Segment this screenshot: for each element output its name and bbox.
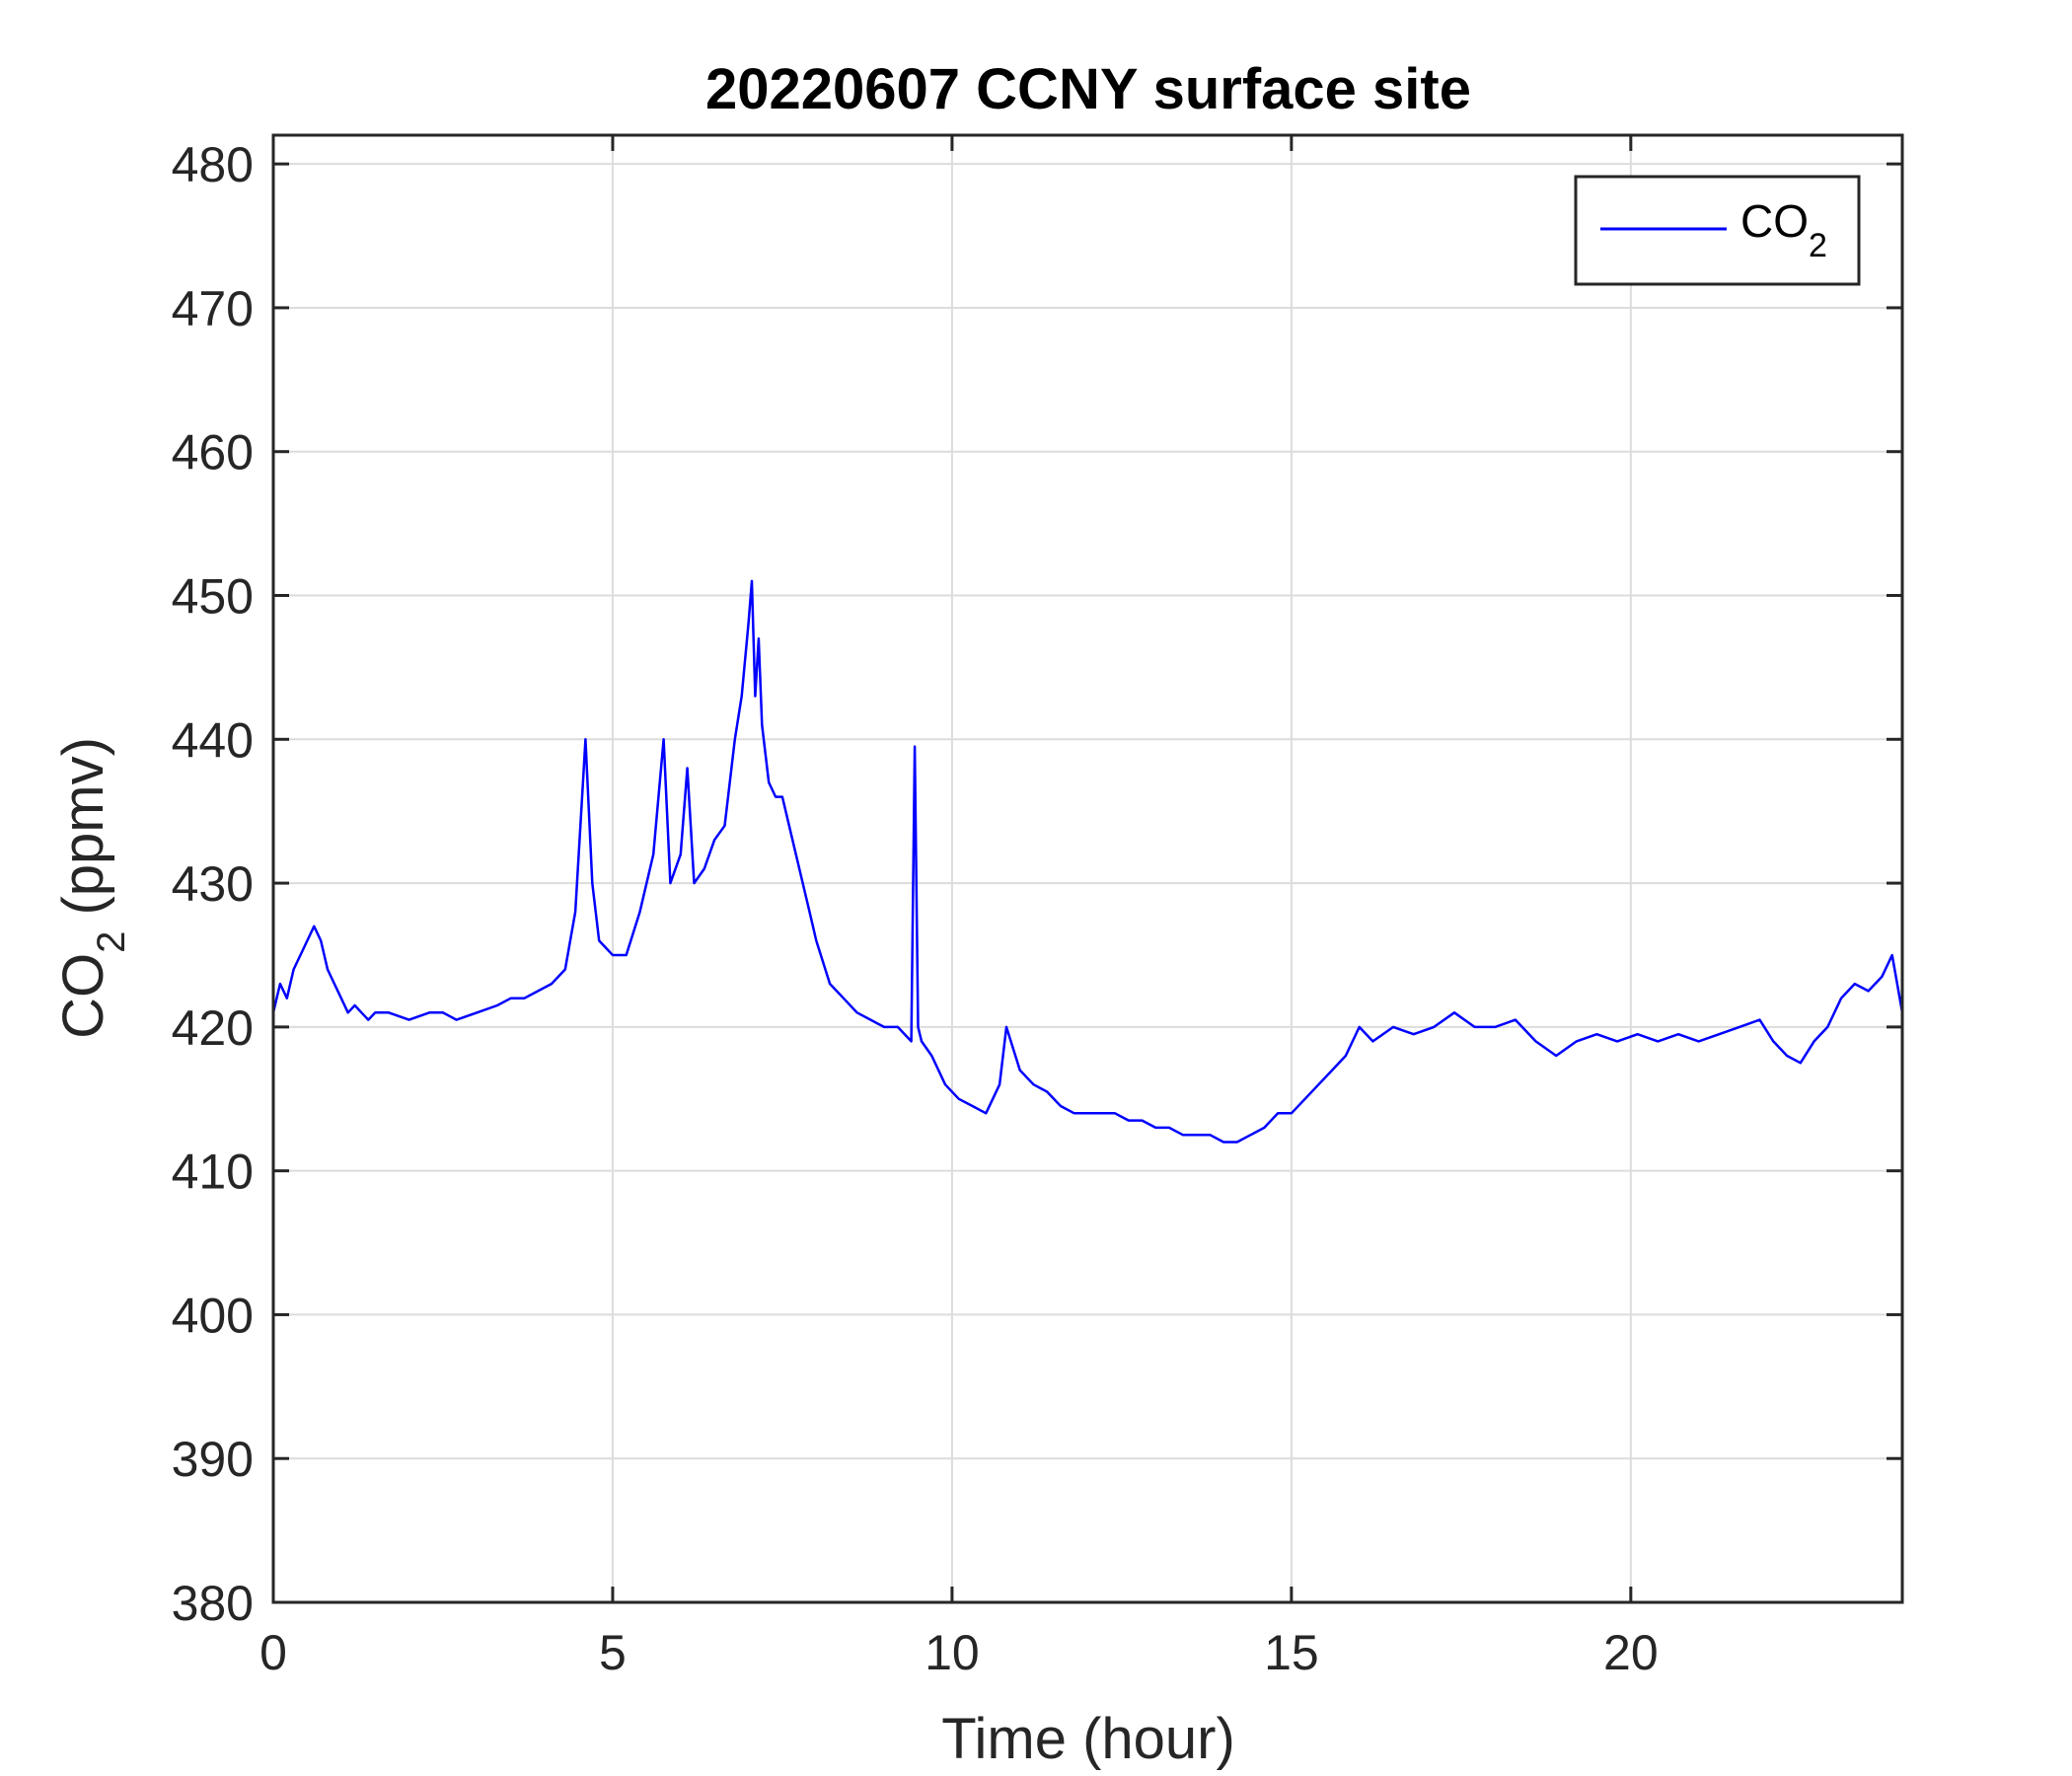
x-tick-label: 15 bbox=[1264, 1625, 1319, 1680]
y-tick-label: 380 bbox=[172, 1576, 254, 1631]
y-tick-label: 450 bbox=[172, 569, 254, 625]
legend-label-co2: CO2 bbox=[1740, 195, 1827, 264]
legend-label-main: CO bbox=[1740, 195, 1809, 247]
y-tick-label: 430 bbox=[172, 856, 254, 912]
y-tick-label: 390 bbox=[172, 1432, 254, 1487]
legend-label-subscript: 2 bbox=[1809, 227, 1827, 264]
legend: CO2 bbox=[1574, 175, 1861, 286]
y-axis-label-unit: (ppmv) bbox=[51, 737, 115, 915]
y-axis-label: CO2 (ppmv) bbox=[51, 737, 133, 1039]
y-tick-label: 400 bbox=[172, 1288, 254, 1343]
grid-lines bbox=[273, 135, 1902, 1602]
series-layer bbox=[271, 579, 1904, 1144]
y-tick-label: 440 bbox=[172, 712, 254, 768]
plot-frame bbox=[271, 133, 1904, 1604]
y-tick-label: 460 bbox=[172, 425, 254, 481]
y-axis-label-text: CO2 (ppmv) bbox=[51, 737, 133, 1039]
y-axis-label-subscript: 2 bbox=[90, 931, 133, 953]
y-tick-label: 410 bbox=[172, 1145, 254, 1200]
x-tick-label: 20 bbox=[1603, 1625, 1659, 1680]
x-tick-label: 5 bbox=[599, 1625, 627, 1680]
y-tick-label: 420 bbox=[172, 1000, 254, 1056]
x-tick-label: 10 bbox=[925, 1625, 980, 1680]
y-axis-label-main: CO bbox=[51, 953, 115, 1039]
y-axis-label-spacer bbox=[51, 916, 115, 931]
x-axis-label: Time (hour) bbox=[941, 1707, 1235, 1771]
y-tick-label: 470 bbox=[172, 281, 254, 336]
chart-title: 20220607 CCNY surface site bbox=[705, 57, 1471, 121]
series-line-co2 bbox=[271, 579, 1904, 1144]
x-tick-label: 0 bbox=[259, 1625, 287, 1680]
y-tick-label: 480 bbox=[172, 137, 254, 192]
axis-ticks: 0 5 10 15 20 380 390 400 410 420 430 440 450 460 470 48… bbox=[172, 135, 1902, 1680]
